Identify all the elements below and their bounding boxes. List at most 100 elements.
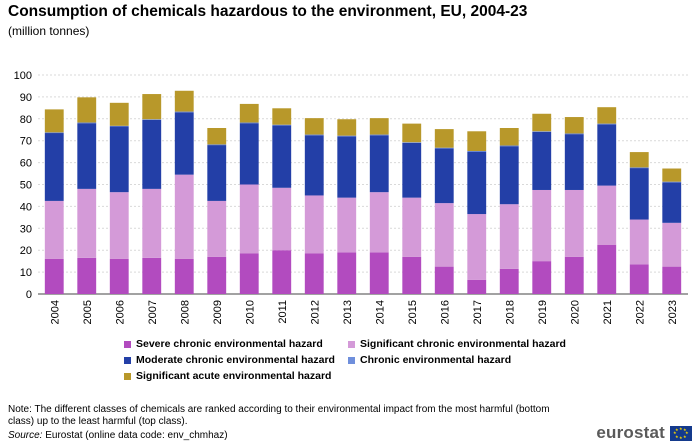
legend-label-significant-chronic: Significant chronic environmental hazard [360,338,566,350]
bar-segment-2020-series-0 [564,256,584,294]
bar-segment-2014-series-0 [369,252,389,294]
eurostat-logo: eurostat ★ ★ ★ ★ ★ ★ ★ ★ [596,423,692,443]
bar-segment-2017-series-0 [467,279,487,294]
y-tick-label: 30 [20,223,32,235]
bar-segment-2006-series-0 [109,258,129,294]
bar-segment-2019-series-2 [532,131,552,190]
bar-segment-2010-series-4 [239,103,259,123]
bar-segment-2018-series-1 [499,204,519,269]
bar-segment-2013-series-3 [337,135,357,137]
y-tick-label: 90 [20,92,32,104]
bar-segment-2012-series-0 [304,253,324,294]
y-tick-label: 80 [20,114,32,126]
bar-segment-2011-series-4 [272,108,292,125]
bar-segment-2007-series-4 [142,94,162,120]
x-tick-label: 2023 [667,300,679,324]
bar-segment-2016-series-0 [434,266,454,294]
bar-segment-2017-series-2 [467,151,487,215]
y-tick-label: 40 [20,201,32,213]
source-text: Eurostat (online data code: env_chmhaz) [42,430,228,441]
bar-segment-2004-series-3 [44,132,64,134]
x-tick-label: 2018 [504,300,516,324]
bar-segment-2008-series-4 [174,90,194,112]
bar-segment-2013-series-2 [337,136,357,198]
legend-item-significant-acute: Significant acute environmental hazard [124,370,331,382]
bar-segment-2014-series-2 [369,135,389,193]
bar-segment-2016-series-4 [434,129,454,148]
bar-segment-2022-series-1 [629,219,649,265]
x-tick-label: 2019 [537,300,549,324]
x-tick-label: 2006 [114,300,126,324]
chart-note: Note: The different classes of chemicals… [8,404,550,427]
bar-segment-2004-series-0 [44,258,64,294]
legend-swatch-severe-chronic [124,340,131,348]
y-tick-label: 0 [26,289,32,301]
legend-item-severe-chronic: Severe chronic environmental hazard [124,338,323,350]
legend-label-chronic: Chronic environmental hazard [360,354,512,366]
bar-segment-2012-series-3 [304,134,324,136]
bar-segment-2009-series-3 [207,144,227,146]
legend-swatch-moderate-chronic [124,356,131,364]
bar-segment-2022-series-4 [629,152,649,168]
y-tick-label: 10 [20,267,32,279]
chart-title: Consumption of chemicals hazardous to th… [8,3,528,20]
bar-segment-2014-series-1 [369,192,389,253]
source-label: Source: [8,430,43,441]
bar-segment-2017-series-3 [467,150,487,152]
x-tick-label: 2016 [439,300,451,324]
bar-segment-2009-series-1 [207,200,227,257]
bar-segment-2020-series-2 [564,134,584,190]
bar-segment-2004-series-1 [44,200,64,259]
bar-segment-2022-series-0 [629,264,649,294]
bar-segment-2012-series-2 [304,135,324,196]
x-tick-label: 2010 [244,300,256,324]
legend-label-severe-chronic: Severe chronic environmental hazard [136,338,323,350]
y-tick-label: 100 [14,70,32,82]
bar-segment-2014-series-4 [369,118,389,135]
bar-segment-2018-series-2 [499,146,519,205]
bar-segment-2009-series-2 [207,145,227,201]
x-tick-label: 2022 [634,300,646,324]
bar-segment-2022-series-3 [629,167,649,169]
bar-segment-2021-series-2 [597,124,617,186]
bar-segment-2007-series-0 [142,257,162,294]
x-tick-label: 2017 [472,300,484,324]
x-tick-label: 2012 [309,300,321,324]
bar-segment-2008-series-2 [174,112,194,175]
bar-segment-2008-series-3 [174,111,194,113]
bar-segment-2011-series-2 [272,125,292,188]
x-tick-label: 2009 [212,300,224,324]
bar-segment-2016-series-3 [434,147,454,149]
bar-segment-2019-series-3 [532,131,552,132]
x-tick-label: 2020 [569,300,581,324]
bar-segment-2014-series-3 [369,134,389,136]
eu-flag-icon: ★ ★ ★ ★ ★ ★ ★ ★ [670,425,692,441]
bar-segment-2005-series-3 [77,122,97,124]
bar-segment-2019-series-4 [532,113,552,132]
bar-segment-2004-series-4 [44,109,64,133]
bar-segment-2015-series-1 [402,197,422,257]
x-tick-label: 2005 [82,300,94,324]
bar-segment-2010-series-1 [239,184,259,254]
legend-label-significant-acute: Significant acute environmental hazard [136,370,332,382]
legend-item-significant-chronic: Significant chronic environmental hazard [348,338,566,350]
bar-segment-2018-series-4 [499,127,519,146]
bar-segment-2015-series-4 [402,123,422,143]
bar-segment-2018-series-3 [499,145,519,147]
bar-segment-2006-series-2 [109,126,129,193]
bar-segment-2015-series-2 [402,142,422,198]
bar-segment-2008-series-1 [174,174,194,259]
bar-segment-2023-series-1 [662,222,682,267]
bar-segment-2016-series-1 [434,203,454,267]
legend-item-chronic: Chronic environmental hazard [348,354,511,366]
bar-segment-2020-series-3 [564,133,584,135]
y-tick-label: 70 [20,136,32,148]
bar-segment-2018-series-0 [499,268,519,294]
bar-segment-2021-series-4 [597,107,617,124]
bar-segment-2013-series-1 [337,197,357,253]
bar-segment-2023-series-4 [662,168,682,182]
x-tick-label: 2007 [147,300,159,324]
bar-segment-2019-series-1 [532,189,552,262]
y-tick-label: 60 [20,158,32,170]
bar-segment-2023-series-3 [662,181,682,183]
